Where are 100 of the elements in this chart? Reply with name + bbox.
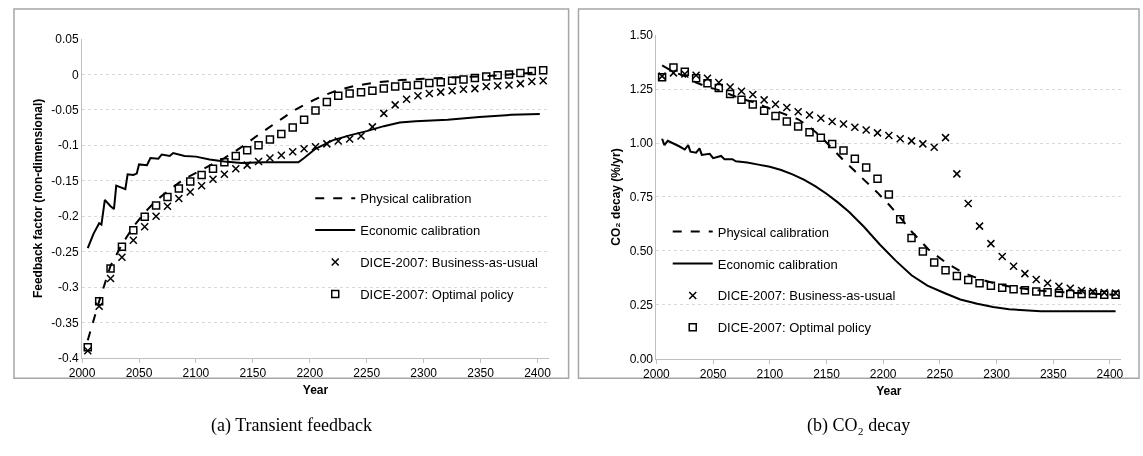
x-tick-label: 2400: [524, 366, 552, 381]
point: [379, 84, 389, 93]
point: [390, 82, 400, 91]
point: [197, 181, 206, 190]
point: [94, 296, 104, 306]
point: [106, 264, 115, 273]
text: (a) Transient feedback: [211, 415, 372, 436]
point: [907, 136, 916, 146]
point: [493, 70, 502, 80]
point: [129, 226, 138, 235]
point: [827, 139, 837, 149]
point: [884, 131, 894, 140]
point: [311, 142, 320, 151]
point: [470, 84, 480, 93]
point: [793, 122, 803, 131]
point: [714, 83, 724, 93]
point: [538, 76, 548, 86]
point: [895, 214, 905, 224]
point: [997, 252, 1007, 261]
x-tick-label: 2050: [699, 367, 727, 382]
y-tick-label: 0.25: [629, 298, 654, 313]
point: [265, 135, 275, 144]
y-tick-label: 1.25: [629, 82, 654, 97]
point: [356, 87, 366, 97]
x-tick-label: 2400: [1096, 367, 1124, 382]
point: [918, 139, 928, 149]
point: [703, 78, 712, 88]
point: [1043, 279, 1052, 288]
point: [459, 75, 468, 84]
point: [839, 119, 848, 129]
point: [140, 212, 149, 222]
point: [425, 78, 434, 88]
legend-label: Economic calibration: [360, 223, 481, 239]
point: [941, 266, 950, 275]
legend-label: DICE-2007: Business-as-usual: [717, 288, 896, 304]
point: [805, 127, 814, 137]
y-tick-label: -0.15: [51, 173, 79, 188]
legend-label: DICE-2007: Optimal policy: [717, 320, 872, 336]
legend-label: Physical calibration: [360, 191, 472, 207]
x-axis-title: Year: [876, 384, 902, 399]
point: [129, 236, 138, 245]
point: [516, 79, 525, 88]
point: [884, 190, 894, 199]
point: [402, 94, 411, 104]
y-tick-label: 0.50: [629, 244, 654, 259]
point: [963, 199, 973, 208]
x-tick-label: 2000: [68, 366, 96, 381]
point: [185, 177, 195, 186]
point: [952, 169, 962, 179]
point: [1020, 285, 1030, 295]
point: [850, 154, 860, 164]
point: [975, 221, 984, 231]
y-tick-label: 0.75: [629, 190, 654, 205]
point: [242, 146, 252, 155]
point: [185, 187, 195, 197]
point: [1031, 275, 1041, 284]
y-axis-title: Feedback factor (non-dimensional): [30, 98, 45, 299]
point: [345, 89, 354, 98]
line-series: [86, 113, 541, 250]
point: [1009, 262, 1018, 271]
point: [963, 275, 973, 285]
point: [117, 242, 127, 251]
point: [174, 184, 184, 193]
point: [1020, 269, 1030, 278]
x-tick-label: 2050: [125, 366, 153, 381]
point: [208, 175, 218, 184]
point: [288, 123, 297, 132]
legend-label: Economic calibration: [717, 256, 838, 272]
point: [527, 66, 537, 76]
point: [151, 201, 161, 210]
point: [816, 133, 826, 142]
point: [907, 233, 916, 243]
point: [873, 174, 882, 184]
point: [759, 106, 769, 115]
y-tick-label: -0.35: [51, 315, 79, 330]
point: [816, 113, 826, 123]
point: [447, 76, 457, 86]
point: [1031, 287, 1041, 296]
point: [413, 80, 423, 90]
point: [504, 70, 514, 79]
point: [805, 110, 814, 120]
point: [839, 146, 848, 155]
point: [538, 65, 548, 75]
y-tick-label: 0.05: [55, 32, 79, 47]
point: [748, 100, 758, 109]
x-tick-label: 2100: [182, 366, 210, 381]
point: [83, 343, 93, 352]
point: [436, 87, 445, 97]
y-tick-label: 0: [71, 67, 79, 82]
point: [254, 141, 263, 150]
x-tick-label: 2250: [353, 366, 381, 381]
x-tick-label: 2200: [296, 366, 324, 381]
legend-label: DICE-2007: Optimal policy: [360, 286, 514, 302]
x-tick-label: 2200: [869, 367, 897, 382]
y-tick-label: -0.05: [51, 103, 79, 118]
point: [929, 258, 939, 267]
point: [231, 164, 241, 173]
y-tick-label: 1.50: [629, 28, 654, 43]
legend-label: Physical calibration: [717, 224, 829, 240]
point: [873, 128, 882, 138]
